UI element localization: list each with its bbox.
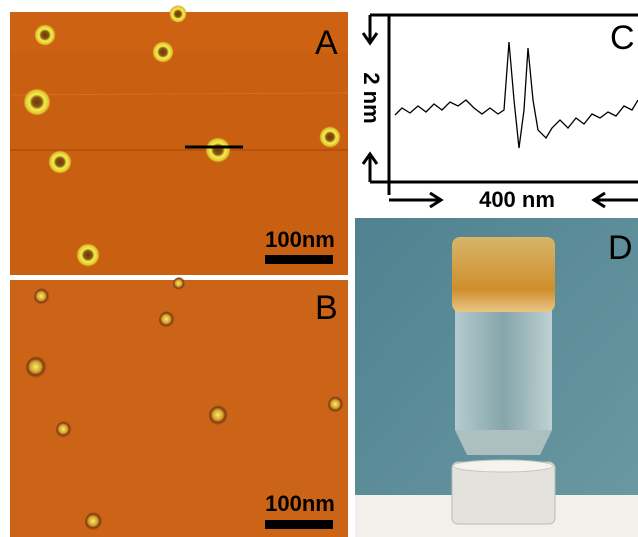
scale-bar [265,255,333,264]
y-axis-label: 2 nm [359,72,384,123]
panel-label: C [610,19,635,57]
panel-b: B 100nm [10,277,348,537]
panel-d: D [355,218,638,537]
panel-label: A [315,24,338,62]
figure: A 100nm B 100nm 2 [0,0,638,537]
panel-a: A 100nm [10,5,348,275]
scale-bar-label: 100nm [265,491,335,516]
panel-label: D [608,229,633,267]
scale-bar [265,520,333,529]
x-axis-label: 400 nm [479,187,555,212]
scale-bar-label: 100nm [265,227,335,252]
panel-label: B [315,289,338,327]
panel-c: 2 nm 400 nm C [355,0,638,215]
